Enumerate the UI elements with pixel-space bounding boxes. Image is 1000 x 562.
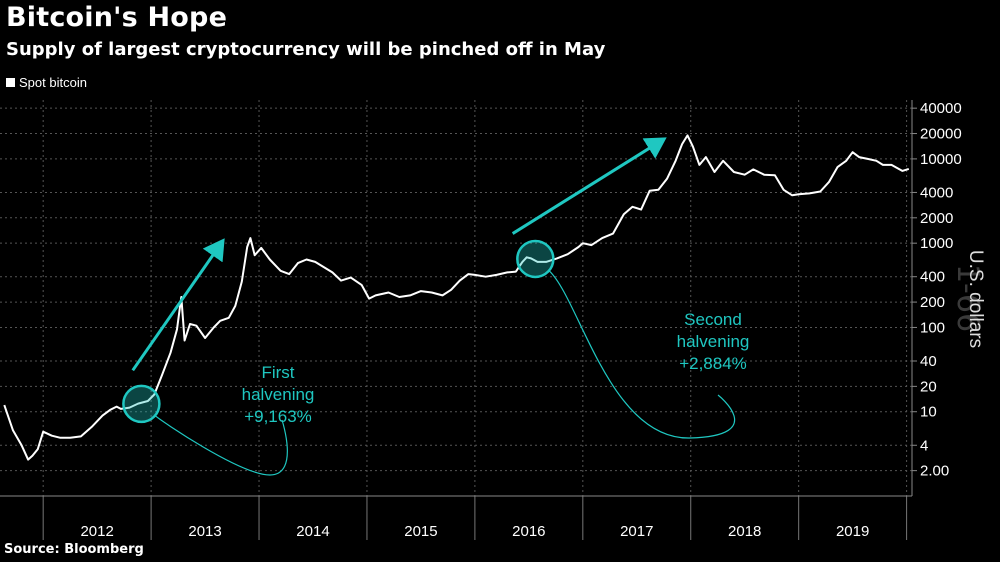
x-tick-label: 2014 (296, 523, 329, 540)
watermark-text: 1-66 (950, 264, 985, 332)
series-line-spot-bitcoin (3, 134, 910, 461)
y-tick-label: 20000 (920, 126, 962, 143)
x-tick-label: 2015 (404, 523, 437, 540)
halvening-label-line: +9,163% (244, 407, 312, 426)
y-tick-label: 200 (920, 294, 945, 311)
y-tick-label: 4 (920, 437, 928, 454)
y-tick-label: 20 (920, 378, 937, 395)
y-tick-label: 1000 (920, 235, 953, 252)
halvening-label-line: +2,884% (679, 354, 747, 373)
legend: Spot bitcoin (6, 75, 87, 90)
halvening-circle (516, 239, 555, 279)
y-tick-label: 4000 (920, 184, 953, 201)
x-tick-label: 2012 (80, 523, 113, 540)
halvening-label-line: halvening (677, 332, 750, 351)
halvening-label-line: Second (684, 310, 742, 329)
chart-title: Bitcoin's Hope (6, 2, 228, 33)
y-axis-label: U.S. dollars (965, 249, 986, 349)
halvening-connector (154, 415, 288, 476)
source-note: Source: Bloomberg (4, 542, 144, 557)
trend-arrow (131, 238, 225, 372)
halvening-label-line: First (261, 363, 294, 382)
halvening-circle (122, 384, 161, 424)
legend-label-spot-bitcoin: Spot bitcoin (19, 75, 87, 90)
y-tick-label: 2000 (920, 210, 953, 227)
y-tick-label: 10 (920, 404, 937, 421)
legend-swatch-spot-bitcoin (6, 78, 15, 87)
trend-arrow (511, 137, 667, 235)
halvening-connector (548, 270, 736, 439)
x-tick-label: 2017 (620, 523, 653, 540)
x-tick-label: 2019 (836, 523, 869, 540)
y-tick-label: 40000 (920, 100, 962, 117)
y-tick-label: 10000 (920, 151, 962, 168)
x-tick-label: 2018 (728, 523, 761, 540)
chart-subtitle: Supply of largest cryptocurrency will be… (6, 39, 606, 60)
y-tick-label: 400 (920, 269, 945, 286)
x-tick-label: 2016 (512, 523, 545, 540)
y-tick-label: 40 (920, 353, 937, 370)
x-tick-label: 2013 (188, 523, 221, 540)
halvening-label-line: halvening (242, 385, 315, 404)
y-tick-label: 100 (920, 319, 945, 336)
y-tick-label: 2.00 (920, 463, 949, 480)
